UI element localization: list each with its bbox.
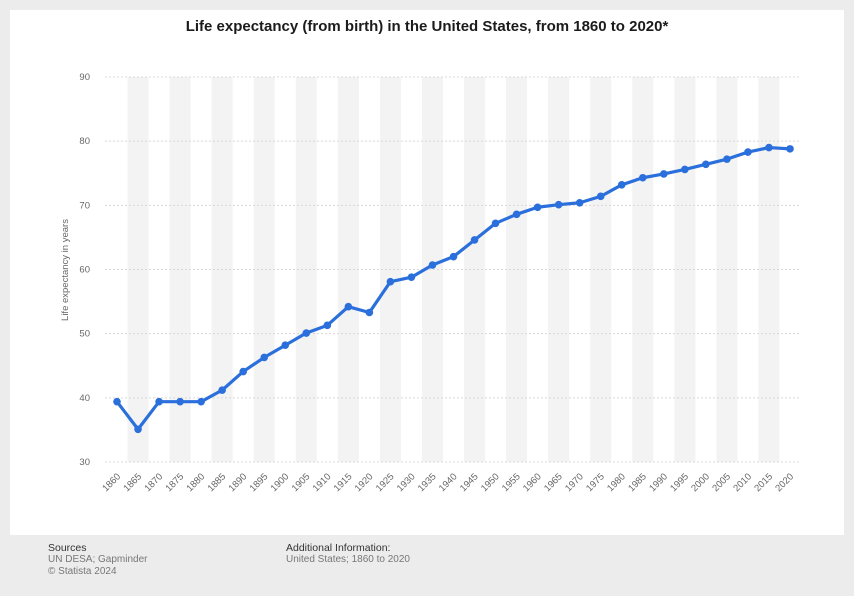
y-tick-labels: 30 40 50 60 70 80 90 [79,72,90,468]
data-point[interactable] [113,397,121,406]
background-band [506,77,528,462]
background-band [758,77,780,462]
x-tick-label: 1915 [332,471,355,494]
data-point[interactable] [660,170,668,178]
background-bands [127,77,780,462]
data-point[interactable] [554,200,563,209]
x-tick-label: 1885 [206,471,229,494]
gridlines [105,76,800,463]
data-point[interactable] [786,145,794,153]
y-axis-label: Life expectancy in years [60,219,71,321]
data-point[interactable] [512,210,521,219]
y-tick-label: 70 [79,200,90,211]
x-tick-label: 1905 [290,471,313,494]
x-tick-label: 1980 [605,471,628,494]
series-group [113,143,794,434]
additional-info-heading: Additional Information: [286,542,391,554]
y-tick-label: 60 [79,265,90,276]
x-tick-label: 1955 [500,471,523,494]
chart-title: Life expectancy (from birth) in the Unit… [185,18,669,35]
data-point[interactable] [281,341,290,350]
x-tick-label: 1860 [100,471,123,494]
copyright-text: © Statista 2024 [48,566,117,577]
x-tick-label: 2005 [710,471,733,494]
sources-block: Sources UN DESA; Gapminder © Statista 20… [48,542,147,578]
x-tick-label: 2015 [752,471,775,494]
x-tick-label: 2010 [731,471,754,494]
x-tick-label: 2020 [773,471,796,494]
data-point[interactable] [491,219,500,228]
data-point[interactable] [344,302,353,311]
x-tick-label: 1880 [185,471,208,494]
background-band [253,77,275,462]
data-point[interactable] [575,198,584,207]
x-tick-label: 1995 [668,471,691,494]
data-point[interactable] [134,425,142,434]
x-tick-label: 1965 [542,471,565,494]
x-tick-label: 1975 [584,471,607,494]
data-point[interactable] [765,143,773,152]
data-point[interactable] [723,155,731,163]
x-tick-labels: 1860186518701875188018851890189519001905… [100,471,796,494]
additional-info-block: Additional Information: United States; 1… [286,542,410,566]
x-tick-label: 1890 [227,471,250,494]
additional-info-text: United States; 1860 to 2020 [286,554,410,565]
data-point[interactable] [218,386,226,394]
y-tick-label: 40 [79,393,90,404]
y-tick-label: 30 [79,457,90,468]
sources-text: UN DESA; Gapminder [48,554,148,565]
x-tick-label: 1930 [395,471,418,494]
data-point[interactable] [407,273,416,282]
sources-heading: Sources [48,542,87,554]
data-point[interactable] [197,397,205,406]
x-tick-label: 1910 [311,471,334,494]
background-band [421,77,443,462]
x-tick-label: 1895 [248,471,271,494]
x-tick-label: 1990 [647,471,670,494]
data-point[interactable] [533,203,542,212]
background-band [337,77,359,462]
background-band [674,77,696,462]
y-tick-label: 90 [79,72,90,83]
data-point[interactable] [449,252,458,261]
data-point[interactable] [365,308,374,317]
x-tick-label: 1925 [374,471,397,494]
data-point[interactable] [617,181,626,189]
x-tick-label: 1970 [563,471,586,494]
y-tick-label: 50 [79,329,90,340]
data-point[interactable] [744,148,752,156]
data-point[interactable] [681,165,689,174]
background-band [169,77,191,462]
data-point[interactable] [155,397,163,406]
y-tick-label: 80 [79,136,90,147]
x-tick-label: 1960 [521,471,544,494]
x-tick-label: 1950 [479,471,502,494]
data-point[interactable] [239,367,247,376]
data-point[interactable] [638,173,647,182]
data-point[interactable] [702,160,710,169]
data-point[interactable] [260,353,269,362]
data-point[interactable] [428,261,437,269]
x-tick-label: 1920 [353,471,376,494]
x-tick-label: 1945 [458,471,481,494]
x-tick-label: 1935 [416,471,439,494]
x-tick-label: 1985 [626,471,649,494]
x-tick-label: 1940 [437,471,460,494]
data-point[interactable] [323,321,332,330]
data-point[interactable] [596,192,605,201]
x-tick-label: 1865 [121,471,144,494]
data-point[interactable] [176,397,184,406]
data-point[interactable] [386,277,395,286]
x-tick-label: 1900 [269,471,292,494]
x-tick-label: 2000 [689,471,712,494]
data-point[interactable] [302,329,311,337]
x-tick-label: 1875 [163,471,186,494]
x-tick-label: 1870 [142,471,165,494]
background-band [590,77,612,462]
data-point[interactable] [470,236,479,244]
